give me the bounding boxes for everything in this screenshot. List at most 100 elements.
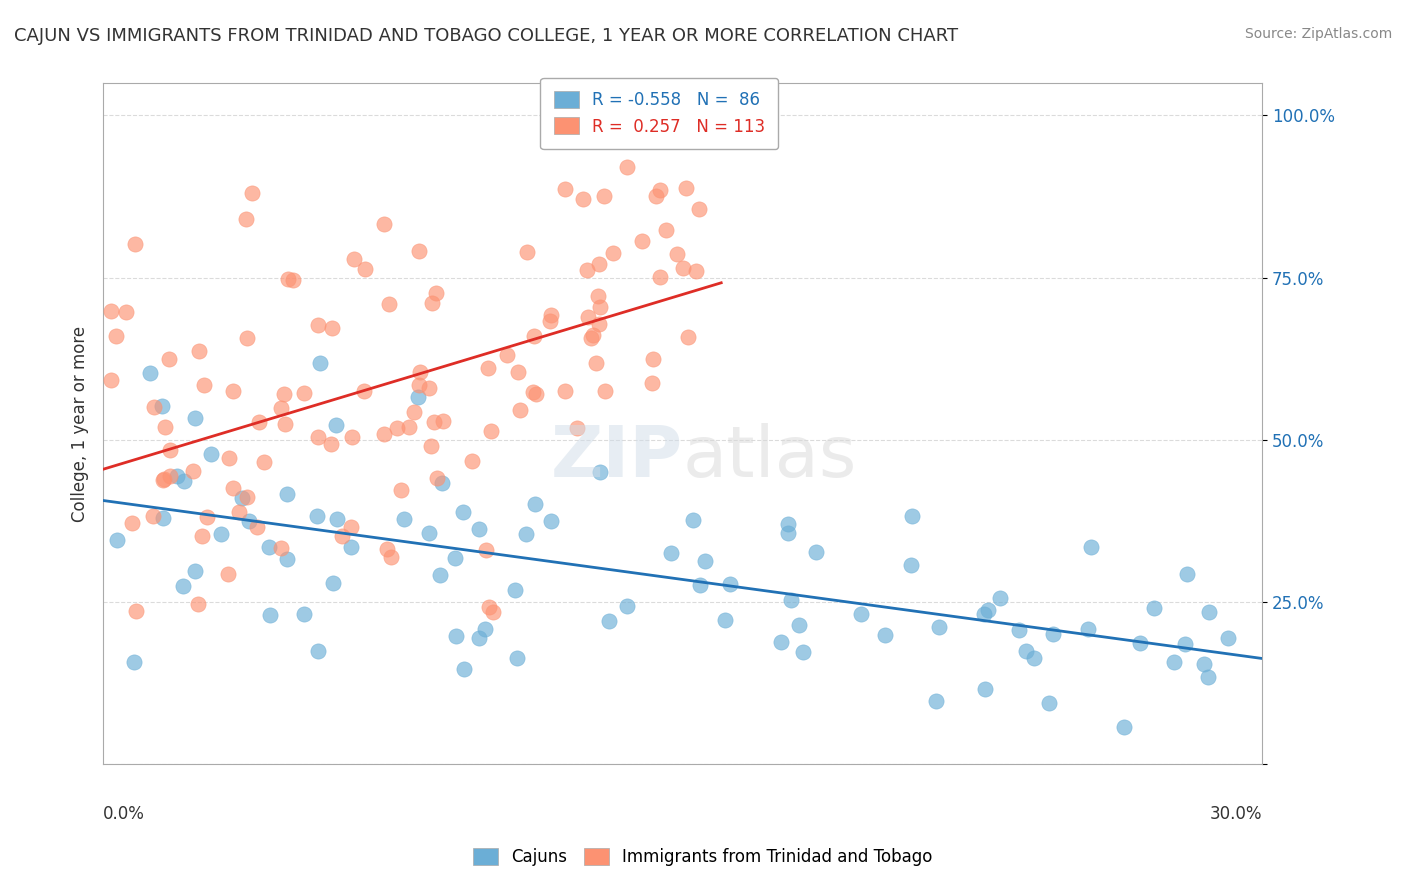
Point bbox=[685, 264, 707, 278]
Point bbox=[114, 305, 136, 319]
Point bbox=[373, 427, 395, 442]
Point bbox=[585, 356, 607, 370]
Point bbox=[468, 522, 491, 536]
Point bbox=[420, 295, 443, 310]
Point bbox=[228, 505, 250, 519]
Point bbox=[977, 603, 1000, 617]
Point bbox=[166, 469, 188, 483]
Point bbox=[900, 558, 922, 572]
Y-axis label: College, 1 year or more: College, 1 year or more bbox=[72, 326, 89, 522]
Point bbox=[974, 681, 997, 696]
Point bbox=[1192, 657, 1215, 671]
Point bbox=[598, 614, 620, 628]
Point bbox=[1163, 655, 1185, 669]
Point bbox=[105, 533, 128, 548]
Point bbox=[124, 236, 146, 251]
Point bbox=[592, 189, 614, 203]
Point bbox=[340, 540, 363, 554]
Point bbox=[409, 365, 432, 379]
Point bbox=[973, 607, 995, 622]
Point bbox=[187, 597, 209, 611]
Point bbox=[418, 526, 440, 541]
Point bbox=[183, 410, 205, 425]
Point bbox=[152, 473, 174, 487]
Point bbox=[616, 599, 638, 613]
Point bbox=[200, 447, 222, 461]
Point bbox=[1008, 623, 1031, 637]
Point bbox=[540, 515, 562, 529]
Point bbox=[432, 414, 454, 428]
Text: ZIP: ZIP bbox=[550, 423, 682, 492]
Point bbox=[516, 244, 538, 259]
Point bbox=[305, 508, 328, 523]
Point bbox=[1015, 644, 1038, 658]
Point bbox=[602, 245, 624, 260]
Point bbox=[398, 420, 420, 434]
Point bbox=[481, 605, 503, 619]
Point bbox=[139, 366, 162, 380]
Point bbox=[191, 529, 214, 543]
Point bbox=[142, 509, 165, 524]
Point bbox=[1216, 631, 1239, 645]
Point bbox=[121, 516, 143, 531]
Point bbox=[648, 269, 671, 284]
Point bbox=[778, 525, 800, 540]
Point bbox=[675, 180, 697, 194]
Point bbox=[153, 420, 176, 434]
Point bbox=[378, 297, 401, 311]
Point bbox=[173, 475, 195, 489]
Point bbox=[1042, 627, 1064, 641]
Point bbox=[770, 635, 793, 649]
Point bbox=[1175, 566, 1198, 581]
Point bbox=[901, 509, 924, 524]
Point bbox=[576, 262, 599, 277]
Point bbox=[554, 181, 576, 195]
Point bbox=[689, 578, 711, 592]
Point bbox=[184, 564, 207, 578]
Point bbox=[509, 403, 531, 417]
Point bbox=[453, 662, 475, 676]
Point bbox=[236, 490, 259, 504]
Point bbox=[238, 514, 260, 528]
Point bbox=[505, 650, 527, 665]
Point bbox=[478, 599, 501, 614]
Point bbox=[468, 632, 491, 646]
Point bbox=[451, 504, 474, 518]
Point bbox=[588, 300, 610, 314]
Point bbox=[157, 351, 180, 366]
Point bbox=[249, 415, 271, 429]
Text: atlas: atlas bbox=[682, 423, 858, 492]
Point bbox=[682, 513, 704, 527]
Point bbox=[523, 497, 546, 511]
Point bbox=[236, 331, 259, 345]
Point bbox=[1174, 637, 1197, 651]
Point bbox=[572, 192, 595, 206]
Point bbox=[515, 527, 537, 541]
Point bbox=[593, 384, 616, 399]
Point bbox=[589, 465, 612, 479]
Point bbox=[330, 529, 353, 543]
Point bbox=[423, 415, 446, 429]
Point bbox=[125, 604, 148, 618]
Point bbox=[281, 273, 304, 287]
Point bbox=[222, 384, 245, 399]
Point bbox=[718, 577, 741, 591]
Point bbox=[408, 244, 430, 258]
Point bbox=[988, 591, 1011, 606]
Point bbox=[672, 261, 695, 276]
Point bbox=[581, 328, 603, 343]
Text: Source: ZipAtlas.com: Source: ZipAtlas.com bbox=[1244, 27, 1392, 41]
Point bbox=[343, 252, 366, 266]
Point bbox=[418, 381, 440, 395]
Point bbox=[1129, 636, 1152, 650]
Point bbox=[792, 645, 814, 659]
Point bbox=[588, 317, 610, 331]
Point bbox=[404, 405, 426, 419]
Point bbox=[307, 318, 329, 332]
Point bbox=[524, 387, 547, 401]
Point bbox=[326, 512, 349, 526]
Point bbox=[222, 481, 245, 495]
Point bbox=[273, 387, 295, 401]
Point bbox=[419, 439, 441, 453]
Point bbox=[406, 390, 429, 404]
